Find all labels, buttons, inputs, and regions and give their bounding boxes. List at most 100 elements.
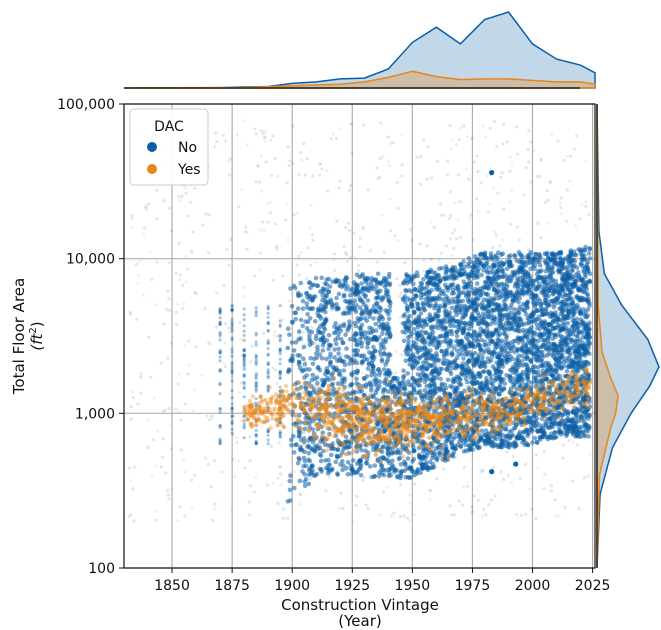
scatter-point: [266, 328, 270, 332]
scatter-point: [266, 307, 270, 311]
scatter-point: [491, 271, 497, 277]
scatter-point: [161, 409, 165, 413]
scatter-point: [273, 156, 277, 160]
scatter-point: [536, 466, 540, 470]
scatter-point: [332, 425, 338, 430]
scatter-point: [319, 162, 323, 166]
scatter-point: [558, 202, 562, 206]
scatter-point: [450, 253, 454, 257]
scatter-point: [218, 407, 222, 411]
scatter-point: [375, 166, 379, 170]
scatter-point: [129, 478, 133, 483]
scatter-point: [344, 225, 348, 230]
scatter-point: [539, 158, 543, 162]
scatter-point: [242, 386, 246, 391]
scatter-point: [189, 478, 193, 482]
scatter-point: [445, 173, 449, 177]
scatter-point: [390, 514, 394, 518]
scatter-point: [501, 299, 507, 304]
scatter-point: [303, 319, 308, 324]
scatter-point: [175, 519, 180, 523]
scatter-point: [422, 388, 428, 393]
scatter-point: [230, 307, 234, 311]
scatter-point: [307, 342, 313, 348]
scatter-point: [350, 151, 354, 155]
scatter-point: [388, 164, 392, 168]
scatter-point: [179, 418, 183, 422]
scatter-point: [165, 308, 169, 312]
scatter-point: [542, 449, 546, 454]
scatter-point: [278, 371, 282, 375]
scatter-point: [266, 352, 270, 356]
scatter-point: [310, 463, 315, 468]
scatter-point: [240, 188, 244, 192]
scatter-point: [242, 422, 246, 426]
scatter-point: [430, 176, 434, 180]
scatter-point: [325, 168, 329, 173]
scatter-point: [186, 267, 190, 271]
scatter-point: [339, 409, 344, 415]
scatter-point: [410, 238, 414, 242]
scatter-point: [162, 322, 166, 326]
scatter-point: [242, 419, 246, 423]
scatter-point: [472, 338, 477, 344]
scatter-point: [305, 157, 310, 161]
scatter-point: [231, 344, 235, 348]
scatter-point: [219, 349, 223, 353]
scatter-point: [400, 174, 404, 178]
scatter-point: [278, 434, 282, 438]
scatter-point: [328, 452, 334, 458]
scatter-point: [239, 353, 243, 357]
scatter-point: [258, 180, 262, 184]
scatter-point: [254, 433, 258, 437]
scatter-point: [318, 173, 322, 177]
scatter-point: [546, 198, 550, 202]
scatter-point: [467, 177, 471, 181]
scatter-point: [502, 272, 507, 277]
scatter-point: [565, 418, 571, 424]
scatter-point: [545, 189, 549, 193]
scatter-point: [242, 347, 246, 351]
scatter-point: [287, 163, 291, 167]
scatter-point: [447, 261, 451, 265]
scatter-point: [207, 251, 211, 255]
scatter-point: [522, 193, 526, 197]
scatter-point: [266, 419, 270, 423]
scatter-point: [487, 210, 491, 214]
scatter-point: [177, 195, 181, 199]
x-kde-no: [123, 11, 596, 89]
scatter-point: [467, 339, 472, 345]
scatter-point: [377, 379, 383, 385]
scatter-point: [571, 440, 576, 444]
scatter-point: [442, 334, 448, 340]
scatter-point: [193, 387, 197, 392]
scatter-point: [266, 429, 270, 433]
scatter-point: [482, 507, 486, 511]
scatter-point: [206, 340, 210, 344]
scatter-point: [242, 313, 246, 317]
scatter-point: [586, 474, 590, 478]
scatter-point: [252, 490, 256, 494]
scatter-point: [205, 414, 209, 418]
scatter-point: [242, 385, 246, 389]
scatter-point: [326, 457, 331, 463]
scatter-point: [567, 439, 571, 443]
scatter-point: [248, 435, 252, 439]
scatter-point: [415, 350, 420, 355]
scatter-point: [209, 485, 213, 489]
scatter-point: [329, 402, 334, 408]
scatter-point: [269, 444, 273, 448]
scatter-point: [400, 133, 404, 137]
scatter-point: [393, 234, 397, 238]
scatter-point: [357, 269, 361, 273]
scatter-point: [128, 466, 132, 470]
scatter-point: [218, 350, 222, 355]
scatter-point: [230, 320, 234, 324]
scatter-point: [355, 494, 359, 498]
scatter-point: [222, 361, 226, 365]
scatter-point: [218, 439, 222, 443]
scatter-point: [131, 390, 135, 394]
scatter-point: [278, 362, 282, 366]
scatter-point: [218, 309, 222, 313]
scatter-point: [141, 293, 145, 297]
